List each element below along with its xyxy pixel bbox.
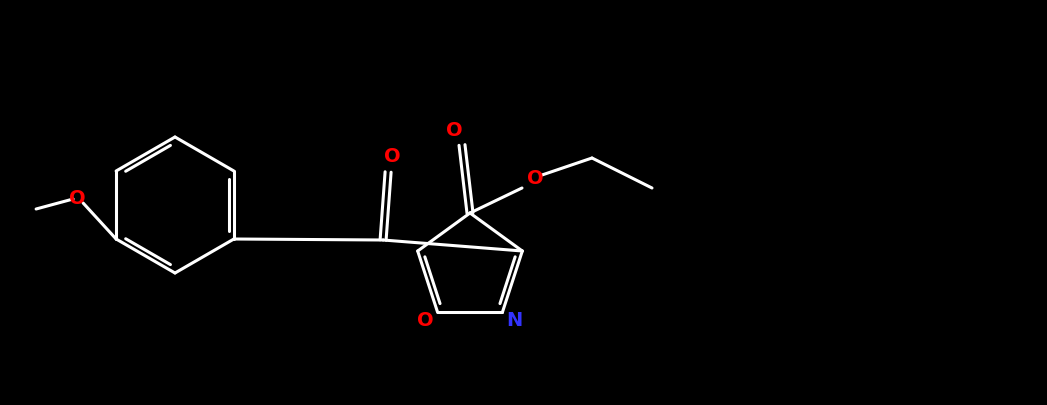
Text: O: O (69, 190, 86, 209)
Text: O: O (527, 168, 543, 188)
Text: O: O (384, 147, 400, 166)
Text: O: O (418, 311, 435, 330)
Text: O: O (446, 121, 463, 139)
Text: N: N (506, 311, 522, 330)
